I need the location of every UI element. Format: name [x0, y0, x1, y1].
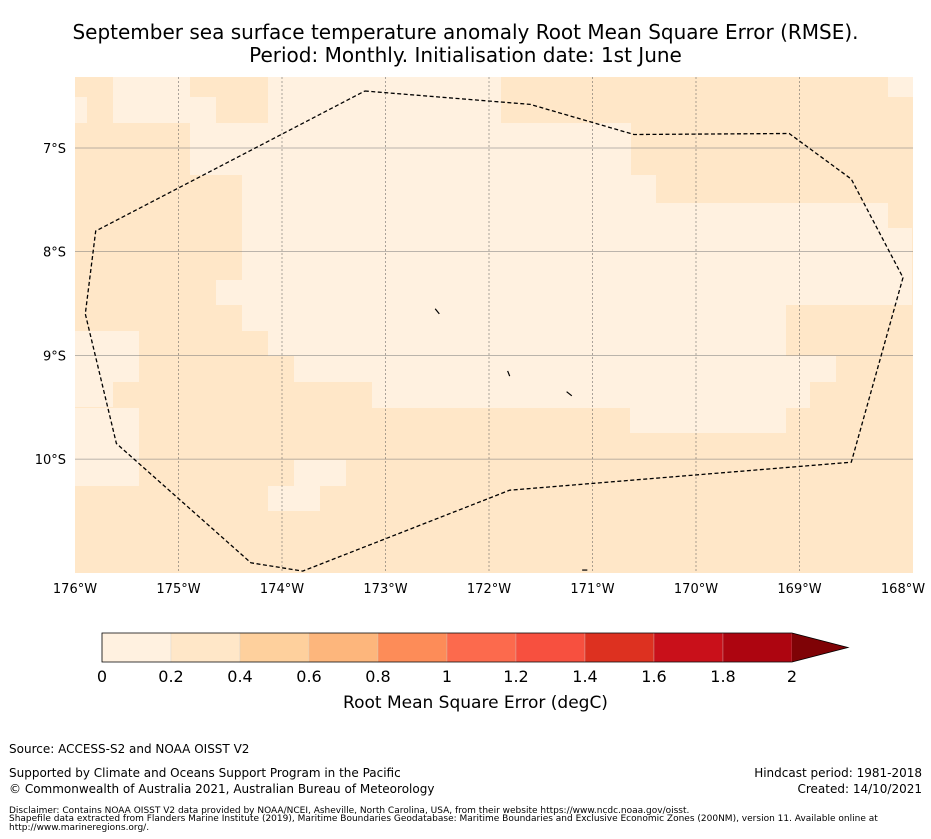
- rmse-low-region: [242, 228, 912, 280]
- rmse-low-region: [242, 203, 888, 228]
- created-date: Created: 14/10/2021: [797, 782, 922, 796]
- rmse-low-region: [294, 356, 836, 382]
- colorbar-tick-label: 1.8: [710, 667, 736, 686]
- colorbar-segment: [584, 632, 655, 663]
- rmse-low-region: [888, 77, 913, 97]
- rmse-low-region: [372, 382, 810, 408]
- lat-tick-label: 8°S: [43, 246, 66, 261]
- lat-tick-label: 10°S: [35, 453, 66, 468]
- lon-tick-label: 171°W: [570, 582, 614, 597]
- rmse-field: [75, 77, 913, 573]
- colorbar-segment: [308, 632, 379, 663]
- colorbar-tick-label: 2: [786, 667, 798, 686]
- colorbar-tick-label: 1.4: [572, 667, 598, 686]
- colorbar-segment: [515, 632, 586, 663]
- rmse-low-region: [268, 331, 786, 356]
- island-coastline: [434, 308, 440, 315]
- lon-tick-label: 176°W: [53, 582, 97, 597]
- rmse-low-region: [630, 408, 786, 433]
- island-coastline: [507, 370, 511, 377]
- rmse-low-region: [190, 123, 631, 175]
- colorbar-segment: [101, 632, 172, 663]
- map-gridlines: [75, 77, 913, 573]
- rmse-low-region: [75, 331, 139, 382]
- lat-tick-label: 9°S: [43, 349, 66, 364]
- colorbar-segment: [170, 632, 241, 663]
- support-text: Supported by Climate and Oceans Support …: [9, 766, 401, 780]
- colorbar-segment: [377, 632, 448, 663]
- colorbar-tick-label: 0.2: [158, 667, 184, 686]
- colorbar-segment: [653, 632, 724, 663]
- colorbar-tick-label: 1.2: [503, 667, 529, 686]
- colorbar: [101, 632, 850, 663]
- rmse-low-region: [216, 280, 912, 305]
- lon-tick-label: 169°W: [777, 582, 821, 597]
- rmse-low-region: [242, 305, 786, 331]
- rmse-low-region: [190, 97, 216, 123]
- colorbar-extend-arrow: [792, 633, 848, 662]
- rmse-low-region: [268, 77, 501, 123]
- island-coastline: [566, 391, 573, 397]
- map-axes: 176°W 175°W 174°W 173°W 172°W 171°W 170°W 169°W…: [35, 142, 926, 597]
- chart-title-line1: September sea surface temperature anomal…: [72, 20, 859, 44]
- colorbar-tick-label: 0: [96, 667, 108, 686]
- colorbar-tick-label: 0.4: [227, 667, 253, 686]
- rmse-low-region: [294, 460, 346, 486]
- colorbar-segment: [239, 632, 310, 663]
- colorbar-tick-label: 1.6: [641, 667, 667, 686]
- eez-boundary-line: [84, 90, 904, 572]
- colorbar-segment: [446, 632, 517, 663]
- colorbar-segment: [722, 632, 793, 663]
- eez-boundary: [84, 90, 904, 572]
- disclaimer-line1: Disclaimer: Contains NOAA OISST V2 data …: [9, 806, 690, 816]
- hindcast-period: Hindcast period: 1981-2018: [754, 766, 922, 780]
- islands: [434, 308, 588, 571]
- lon-tick-label: 175°W: [156, 582, 200, 597]
- colorbar-tick-label: 0.6: [296, 667, 322, 686]
- colorbar-tick-label: 1: [441, 667, 453, 686]
- disclaimer-line2: Shapefile data extracted from Flanders M…: [9, 814, 878, 824]
- lon-tick-label: 174°W: [260, 582, 304, 597]
- copyright-text: © Commonwealth of Australia 2021, Austra…: [9, 782, 435, 796]
- rmse-low-region: [242, 175, 656, 203]
- lon-tick-label: 170°W: [674, 582, 718, 597]
- rmse-low-region: [268, 486, 320, 511]
- chart-title-line2: Period: Monthly. Initialisation date: 1s…: [249, 43, 682, 67]
- lat-tick-label: 7°S: [43, 142, 66, 157]
- disclaimer-line3: http://www.marineregions.org/.: [9, 823, 150, 833]
- colorbar-label: Root Mean Square Error (degC): [343, 693, 608, 713]
- rmse-low-region: [75, 97, 87, 123]
- source-text: Source: ACCESS-S2 and NOAA OISST V2: [9, 742, 250, 756]
- rmse-low-region: [113, 77, 190, 123]
- lon-tick-label: 172°W: [467, 582, 511, 597]
- lon-tick-label: 173°W: [363, 582, 407, 597]
- colorbar-tick-label: 0.8: [365, 667, 391, 686]
- colorbar-outline: [101, 632, 850, 663]
- rmse-low-region: [75, 408, 139, 486]
- lon-tick-label: 168°W: [881, 582, 925, 597]
